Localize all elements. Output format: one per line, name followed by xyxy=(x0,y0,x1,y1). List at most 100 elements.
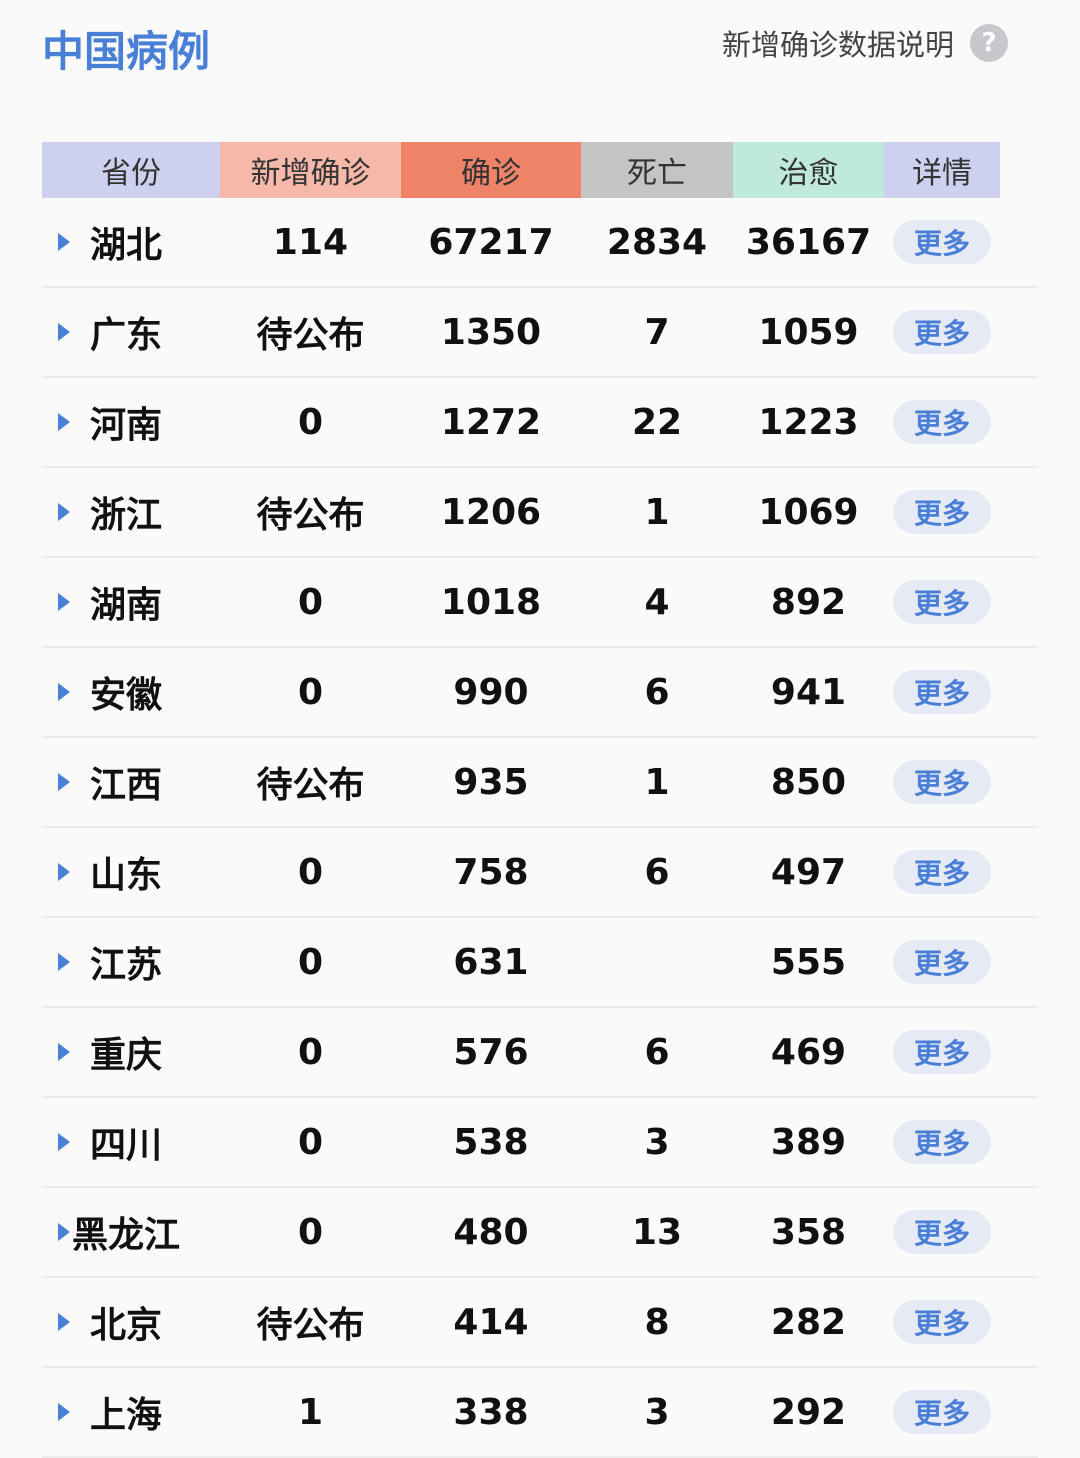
table-row[interactable]: 浙江 待公布 1206 1 1069 更多 xyxy=(42,468,1038,558)
table-row[interactable]: 上海 1 338 3 292 更多 xyxy=(42,1368,1038,1458)
province-cell[interactable]: 黑龙江 xyxy=(42,1206,220,1258)
new-cell: 0 xyxy=(297,1211,324,1253)
detail-cell: 更多 xyxy=(884,1120,1000,1164)
more-button[interactable]: 更多 xyxy=(893,400,991,444)
new-cell: 0 xyxy=(297,941,324,983)
new-cell: 0 xyxy=(297,671,324,713)
expand-triangle-icon[interactable] xyxy=(58,683,70,701)
header-cured[interactable]: 治愈 xyxy=(733,142,884,198)
table-row[interactable]: 黑龙江 0 480 13 358 更多 xyxy=(42,1188,1038,1278)
cured-cell: 358 xyxy=(770,1211,847,1253)
province-cell[interactable]: 广东 xyxy=(42,306,220,358)
death-cell: 2834 xyxy=(606,221,708,263)
confirmed-cell: 538 xyxy=(453,1121,529,1163)
cured-cell: 36167 xyxy=(745,221,872,263)
death-cell: 13 xyxy=(631,1211,683,1253)
confirmed-cell: 631 xyxy=(453,941,529,983)
expand-triangle-icon[interactable] xyxy=(58,1223,70,1241)
province-cell[interactable]: 山东 xyxy=(42,846,220,898)
question-circle-icon[interactable]: ? xyxy=(970,24,1008,62)
more-button[interactable]: 更多 xyxy=(893,1030,991,1074)
province-name: 湖南 xyxy=(90,585,163,626)
new-cell: 1 xyxy=(297,1391,324,1433)
province-cell[interactable]: 安徽 xyxy=(42,666,220,718)
header-confirmed[interactable]: 确诊 xyxy=(401,142,581,198)
table-row[interactable]: 江西 待公布 935 1 850 更多 xyxy=(42,738,1038,828)
table-row[interactable]: 湖北 114 67217 2834 36167 更多 xyxy=(42,198,1038,288)
more-button[interactable]: 更多 xyxy=(893,220,991,264)
more-button[interactable]: 更多 xyxy=(893,1120,991,1164)
more-button[interactable]: 更多 xyxy=(893,940,991,984)
detail-cell: 更多 xyxy=(884,940,1000,984)
expand-triangle-icon[interactable] xyxy=(58,1133,70,1151)
header-province[interactable]: 省份 xyxy=(42,142,220,198)
province-cell[interactable]: 湖南 xyxy=(42,576,220,628)
confirmed-cell: 1018 xyxy=(440,581,542,623)
expand-triangle-icon[interactable] xyxy=(58,413,70,431)
header-detail: 详情 xyxy=(884,142,1000,198)
table-row[interactable]: 安徽 0 990 6 941 更多 xyxy=(42,648,1038,738)
table-header: 省份 新增确诊 确诊 死亡 治愈 详情 xyxy=(42,142,1000,198)
more-button[interactable]: 更多 xyxy=(893,760,991,804)
province-cell[interactable]: 江西 xyxy=(42,756,220,808)
detail-cell: 更多 xyxy=(884,1030,1000,1074)
cured-cell: 497 xyxy=(770,851,847,893)
table-row[interactable]: 重庆 0 576 6 469 更多 xyxy=(42,1008,1038,1098)
more-button[interactable]: 更多 xyxy=(893,850,991,894)
more-button[interactable]: 更多 xyxy=(893,1390,991,1434)
table-row[interactable]: 河南 0 1272 22 1223 更多 xyxy=(42,378,1038,468)
expand-triangle-icon[interactable] xyxy=(58,233,70,251)
confirmed-cell: 414 xyxy=(453,1301,529,1343)
confirmed-cell: 1206 xyxy=(440,491,542,533)
detail-cell: 更多 xyxy=(884,400,1000,444)
more-button[interactable]: 更多 xyxy=(893,310,991,354)
more-button[interactable]: 更多 xyxy=(893,1300,991,1344)
expand-triangle-icon[interactable] xyxy=(58,503,70,521)
page-title: 中国病例 xyxy=(42,27,211,76)
more-button[interactable]: 更多 xyxy=(893,1210,991,1254)
province-cell[interactable]: 四川 xyxy=(42,1116,220,1168)
cured-cell: 850 xyxy=(770,761,847,803)
death-cell: 6 xyxy=(644,1031,670,1073)
province-cell[interactable]: 上海 xyxy=(42,1386,220,1438)
detail-cell: 更多 xyxy=(884,220,1000,264)
province-name: 重庆 xyxy=(90,1035,163,1076)
detail-cell: 更多 xyxy=(884,670,1000,714)
expand-triangle-icon[interactable] xyxy=(58,953,70,971)
new-cell: 0 xyxy=(297,1121,324,1163)
confirmed-cell: 338 xyxy=(453,1391,529,1433)
expand-triangle-icon[interactable] xyxy=(58,1043,70,1061)
expand-triangle-icon[interactable] xyxy=(58,773,70,791)
table-row[interactable]: 山东 0 758 6 497 更多 xyxy=(42,828,1038,918)
expand-triangle-icon[interactable] xyxy=(58,1403,70,1421)
province-name: 北京 xyxy=(90,1305,163,1346)
province-cell[interactable]: 北京 xyxy=(42,1296,220,1348)
more-button[interactable]: 更多 xyxy=(893,580,991,624)
table-row[interactable]: 四川 0 538 3 389 更多 xyxy=(42,1098,1038,1188)
more-button[interactable]: 更多 xyxy=(893,670,991,714)
expand-triangle-icon[interactable] xyxy=(58,863,70,881)
table-row[interactable]: 广东 待公布 1350 7 1059 更多 xyxy=(42,288,1038,378)
header-new[interactable]: 新增确诊 xyxy=(220,142,401,198)
expand-triangle-icon[interactable] xyxy=(58,323,70,341)
province-cell[interactable]: 浙江 xyxy=(42,486,220,538)
province-cell[interactable]: 河南 xyxy=(42,396,220,448)
new-cases-explanation[interactable]: 新增确诊数据说明 ? xyxy=(722,22,1008,64)
province-name: 湖北 xyxy=(90,225,163,266)
expand-triangle-icon[interactable] xyxy=(58,593,70,611)
confirmed-cell: 1272 xyxy=(440,401,542,443)
cured-cell: 555 xyxy=(770,941,847,983)
table-row[interactable]: 湖南 0 1018 4 892 更多 xyxy=(42,558,1038,648)
province-name: 河南 xyxy=(90,405,163,446)
more-button[interactable]: 更多 xyxy=(893,490,991,534)
province-name: 四川 xyxy=(90,1125,163,1166)
confirmed-cell: 576 xyxy=(453,1031,529,1073)
table-row[interactable]: 江苏 0 631 555 更多 xyxy=(42,918,1038,1008)
province-cell[interactable]: 江苏 xyxy=(42,936,220,988)
table-row[interactable]: 北京 待公布 414 8 282 更多 xyxy=(42,1278,1038,1368)
expand-triangle-icon[interactable] xyxy=(58,1313,70,1331)
header-death[interactable]: 死亡 xyxy=(581,142,733,198)
province-cell[interactable]: 重庆 xyxy=(42,1026,220,1078)
province-cell[interactable]: 湖北 xyxy=(42,216,220,268)
detail-cell: 更多 xyxy=(884,1390,1000,1434)
